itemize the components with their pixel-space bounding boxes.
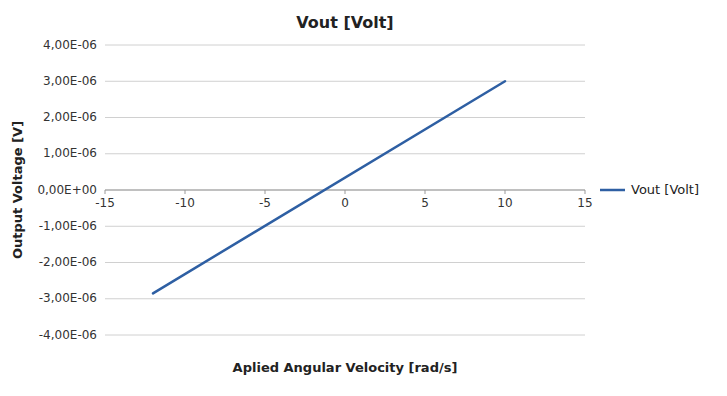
y-tick-label: 3,00E-06 [43, 74, 97, 88]
y-tick-label: -2,00E-06 [39, 255, 97, 269]
chart: -4,00E-06 -3,00E-06 -2,00E-06 -1,00E-06 0,00… [0, 0, 727, 396]
grid-line [105, 262, 585, 263]
x-axis-label: Aplied Angular Velocity [rad/s] [233, 360, 458, 375]
y-tick-label: 0,00E+00 [37, 183, 97, 197]
y-tick-label: -4,00E-06 [39, 328, 97, 342]
x-tick [345, 190, 346, 194]
legend-swatch [600, 189, 625, 192]
grid-line [105, 335, 585, 336]
grid-line [105, 81, 585, 82]
grid-line [105, 153, 585, 154]
y-tick-label: -3,00E-06 [39, 291, 97, 305]
x-tick [105, 190, 106, 194]
x-tick [185, 190, 186, 194]
y-axis: -4,00E-06 -3,00E-06 -2,00E-06 -1,00E-06 0,00… [37, 38, 585, 342]
legend: Vout [Volt] [600, 182, 699, 197]
legend-label: Vout [Volt] [631, 182, 699, 197]
grid-line [105, 45, 585, 46]
x-tick [585, 190, 586, 194]
x-tick [425, 190, 426, 194]
series-line [153, 81, 505, 293]
y-tick-label: 1,00E-06 [43, 146, 97, 160]
x-axis: -15 -10 -5 0 5 10 15 [95, 190, 592, 210]
x-tick-label: -10 [175, 196, 195, 210]
grid-line [105, 117, 585, 118]
plot-data [153, 81, 505, 293]
x-tick-label: 15 [577, 196, 592, 210]
x-tick-label: 10 [497, 196, 512, 210]
y-axis-label: Output Voltage [V] [10, 121, 25, 259]
x-tick-label: 5 [421, 196, 429, 210]
y-tick-label: -1,00E-06 [39, 219, 97, 233]
y-tick-label: 4,00E-06 [43, 38, 97, 52]
x-tick-label: -5 [259, 196, 271, 210]
grid-line [105, 298, 585, 299]
x-tick-label: 0 [341, 196, 349, 210]
title: Vout [Volt] [296, 13, 393, 32]
x-tick-label: -15 [95, 196, 115, 210]
grid-line [105, 226, 585, 227]
x-tick [265, 190, 266, 194]
y-tick-label: 2,00E-06 [43, 110, 97, 124]
x-tick [505, 190, 506, 194]
